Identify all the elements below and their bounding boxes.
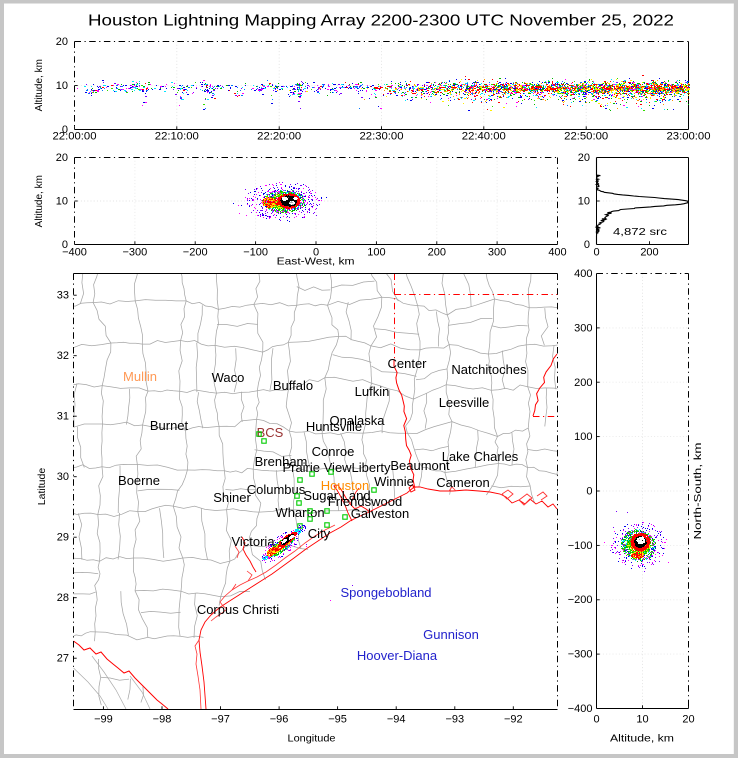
svg-text:22:10:00: 22:10:00 (155, 131, 199, 143)
svg-text:−96: −96 (270, 714, 289, 726)
svg-text:10: 10 (578, 196, 590, 208)
svg-text:Liberty: Liberty (351, 460, 391, 475)
svg-text:−100: −100 (568, 540, 593, 552)
svg-text:−100: −100 (243, 247, 268, 259)
svg-text:29: 29 (57, 532, 69, 544)
svg-text:Winnie: Winnie (374, 474, 414, 489)
svg-text:−200: −200 (183, 247, 208, 259)
svg-text:400: 400 (574, 268, 592, 280)
svg-text:Burnet: Burnet (150, 418, 189, 433)
svg-text:Gunnison: Gunnison (423, 627, 479, 642)
svg-text:23:00:00: 23:00:00 (667, 131, 711, 143)
svg-text:Lufkin: Lufkin (355, 384, 390, 399)
svg-text:Prairie View: Prairie View (282, 460, 352, 475)
svg-text:100: 100 (367, 247, 385, 259)
svg-text:Cameron: Cameron (436, 475, 489, 490)
svg-text:Longitude: Longitude (288, 733, 336, 745)
svg-text:−400: −400 (568, 703, 593, 715)
svg-text:20: 20 (682, 714, 694, 726)
svg-text:Columbus: Columbus (247, 482, 306, 497)
svg-text:BCS: BCS (257, 425, 284, 440)
svg-text:−94: −94 (387, 714, 406, 726)
svg-text:Victoria: Victoria (231, 534, 275, 549)
svg-text:−300: −300 (123, 247, 148, 259)
svg-text:20: 20 (56, 152, 68, 164)
svg-text:Houston Lightning Mapping Arra: Houston Lightning Mapping Array 2200-230… (88, 13, 674, 30)
svg-text:0: 0 (62, 124, 68, 136)
svg-text:Natchitoches: Natchitoches (451, 362, 527, 377)
svg-text:−300: −300 (568, 649, 593, 661)
svg-text:0: 0 (584, 239, 590, 251)
svg-text:Buffalo: Buffalo (273, 378, 313, 393)
svg-text:0: 0 (593, 247, 599, 259)
svg-text:Galveston: Galveston (351, 506, 410, 521)
svg-text:10: 10 (636, 714, 648, 726)
svg-text:200: 200 (640, 247, 658, 259)
svg-text:City: City (308, 526, 331, 541)
svg-text:North-South, km: North-South, km (692, 442, 704, 539)
svg-text:Latitude: Latitude (36, 468, 48, 506)
svg-text:0: 0 (62, 239, 68, 251)
svg-text:200: 200 (574, 377, 592, 389)
svg-text:22:20:00: 22:20:00 (257, 131, 301, 143)
svg-text:28: 28 (57, 592, 69, 604)
svg-text:Beaumont: Beaumont (390, 458, 450, 473)
svg-text:−400: −400 (62, 247, 87, 259)
svg-text:0: 0 (313, 247, 319, 259)
svg-text:−98: −98 (153, 714, 172, 726)
svg-text:Altitude, km: Altitude, km (610, 733, 674, 745)
svg-text:Hoover-Diana: Hoover-Diana (357, 648, 438, 663)
svg-text:Boerne: Boerne (118, 473, 160, 488)
svg-text:31: 31 (57, 411, 69, 423)
svg-text:Onalaska: Onalaska (330, 413, 386, 428)
svg-text:22:50:00: 22:50:00 (564, 131, 608, 143)
svg-text:Conroe: Conroe (312, 444, 355, 459)
svg-text:10: 10 (56, 196, 68, 208)
svg-text:Leesville: Leesville (439, 395, 490, 410)
svg-text:100: 100 (574, 431, 592, 443)
svg-text:20: 20 (578, 152, 590, 164)
svg-text:−93: −93 (445, 714, 464, 726)
svg-text:Shiner: Shiner (213, 490, 251, 505)
svg-text:Brenham: Brenham (255, 454, 308, 469)
svg-text:0: 0 (586, 486, 592, 498)
svg-text:30: 30 (57, 471, 69, 483)
svg-text:Houston: Houston (321, 478, 369, 493)
svg-text:300: 300 (574, 322, 592, 334)
svg-text:22:30:00: 22:30:00 (360, 131, 404, 143)
svg-text:300: 300 (488, 247, 506, 259)
svg-text:−99: −99 (94, 714, 113, 726)
svg-text:20: 20 (56, 36, 68, 48)
svg-text:Waco: Waco (212, 370, 245, 385)
svg-text:−200: −200 (568, 594, 593, 606)
svg-text:0: 0 (593, 714, 599, 726)
svg-text:200: 200 (428, 247, 446, 259)
svg-text:27: 27 (57, 653, 69, 665)
svg-text:Huntsville: Huntsville (306, 419, 362, 434)
svg-text:10: 10 (56, 80, 68, 92)
svg-text:22:00:00: 22:00:00 (53, 131, 97, 143)
svg-text:Sugar Land: Sugar Land (303, 488, 370, 503)
svg-text:22:40:00: 22:40:00 (462, 131, 506, 143)
svg-text:32: 32 (57, 350, 69, 362)
svg-text:−92: −92 (504, 714, 523, 726)
svg-text:Corpus Christi: Corpus Christi (197, 602, 279, 617)
svg-text:33: 33 (57, 290, 69, 302)
svg-text:Mullin: Mullin (123, 369, 157, 384)
svg-text:Wharton: Wharton (275, 505, 324, 520)
svg-text:−97: −97 (211, 714, 230, 726)
svg-text:Altitude, km: Altitude, km (34, 59, 45, 111)
svg-text:Lake Charles: Lake Charles (442, 449, 519, 464)
svg-text:Altitude, km: Altitude, km (34, 175, 45, 227)
svg-text:East-West, km: East-West, km (277, 256, 355, 268)
svg-text:Spongebobland: Spongebobland (340, 585, 431, 600)
svg-text:Center: Center (387, 356, 427, 371)
svg-text:Friendswood: Friendswood (328, 494, 402, 509)
svg-text:400: 400 (548, 247, 566, 259)
svg-text:4,872 src: 4,872 src (613, 227, 667, 238)
svg-text:−95: −95 (328, 714, 347, 726)
